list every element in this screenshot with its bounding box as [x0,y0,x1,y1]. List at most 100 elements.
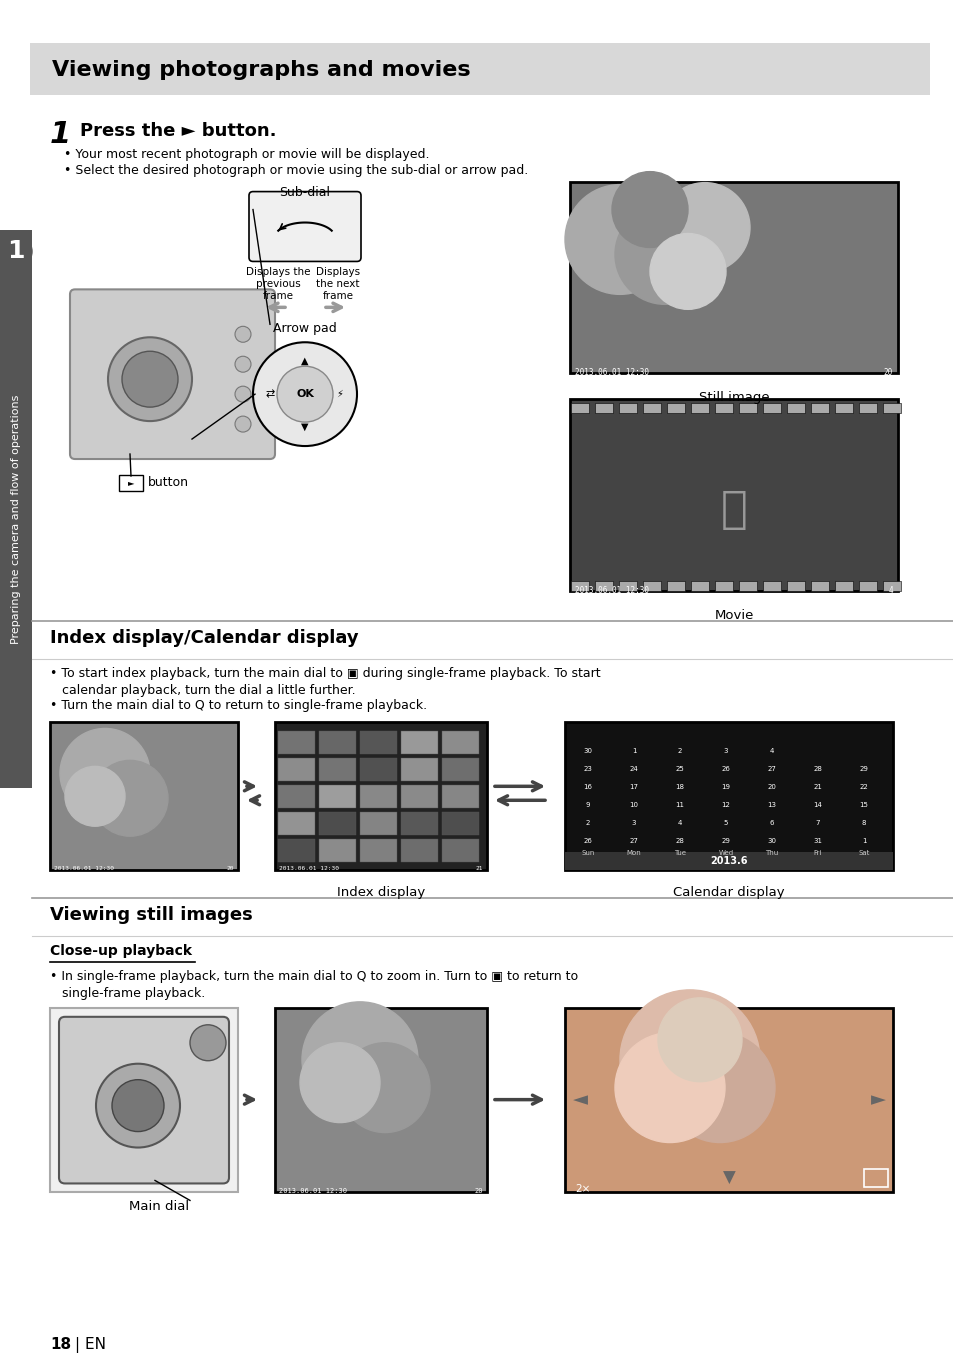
FancyBboxPatch shape [834,403,852,413]
Text: 3: 3 [723,749,727,754]
Text: 1: 1 [631,749,636,754]
Text: 18: 18 [50,1337,71,1352]
FancyBboxPatch shape [441,731,478,754]
Text: • In single-frame playback, turn the main dial to Q to zoom in. Turn to ▣ to ret: • In single-frame playback, turn the mai… [50,970,578,982]
FancyBboxPatch shape [642,581,660,590]
FancyBboxPatch shape [400,839,437,862]
FancyBboxPatch shape [277,759,314,782]
FancyBboxPatch shape [642,403,660,413]
Text: 2: 2 [585,820,590,826]
Text: 2013.06.01 12:30: 2013.06.01 12:30 [54,866,113,871]
Text: Displays the
previous
frame: Displays the previous frame [246,267,310,301]
Text: Arrow pad: Arrow pad [273,323,336,335]
Circle shape [0,236,32,267]
Text: ▲: ▲ [301,357,309,366]
Text: Close-up playback: Close-up playback [50,944,192,958]
Circle shape [112,1080,164,1132]
FancyBboxPatch shape [569,182,897,373]
Text: 20: 20 [882,368,892,377]
Text: 2×: 2× [575,1185,590,1194]
FancyBboxPatch shape [564,722,892,870]
Text: Wed: Wed [718,851,733,856]
Text: 9: 9 [585,802,590,809]
Text: 4: 4 [677,820,681,826]
Circle shape [253,342,356,446]
Text: single-frame playback.: single-frame playback. [62,987,205,1000]
Text: 1: 1 [861,839,865,844]
FancyBboxPatch shape [318,839,355,862]
Text: 30: 30 [767,839,776,844]
Text: 22: 22 [859,784,867,790]
Text: 29: 29 [720,839,730,844]
Circle shape [615,1033,724,1143]
FancyBboxPatch shape [359,839,396,862]
Circle shape [564,185,675,294]
Text: 20: 20 [226,866,233,871]
Text: 25: 25 [675,767,683,772]
FancyBboxPatch shape [277,786,314,809]
Text: 🐦: 🐦 [720,489,746,532]
Circle shape [615,205,714,304]
Text: 28: 28 [675,839,683,844]
FancyBboxPatch shape [739,403,757,413]
Text: 7: 7 [815,820,820,826]
Text: 6: 6 [769,820,774,826]
Circle shape [612,171,687,247]
FancyBboxPatch shape [858,403,876,413]
FancyBboxPatch shape [119,475,143,491]
FancyBboxPatch shape [359,731,396,754]
FancyBboxPatch shape [441,839,478,862]
Text: Movie: Movie [714,609,753,622]
Text: Fri: Fri [813,851,821,856]
Circle shape [122,351,178,407]
Text: • Your most recent photograph or movie will be displayed.: • Your most recent photograph or movie w… [64,148,429,160]
Circle shape [659,183,749,273]
Text: 2013.06.01 12:30: 2013.06.01 12:30 [278,866,338,871]
Text: 1: 1 [8,239,25,263]
Text: 2013.06.01 12:30: 2013.06.01 12:30 [575,586,648,594]
FancyBboxPatch shape [666,403,684,413]
Text: ▲: ▲ [721,1016,735,1035]
Text: ⇄: ⇄ [265,389,274,399]
FancyBboxPatch shape [359,813,396,835]
Text: ►: ► [869,1090,884,1109]
FancyBboxPatch shape [400,813,437,835]
Text: 26: 26 [583,839,592,844]
FancyBboxPatch shape [318,731,355,754]
Text: Sat: Sat [858,851,869,856]
Text: Tue: Tue [673,851,685,856]
FancyBboxPatch shape [0,229,32,788]
FancyBboxPatch shape [400,731,437,754]
FancyBboxPatch shape [882,403,900,413]
Text: Press the ► button.: Press the ► button. [80,122,276,140]
Text: ►: ► [128,479,134,487]
Text: ⚡: ⚡ [336,389,343,399]
Circle shape [96,1064,180,1148]
FancyBboxPatch shape [359,759,396,782]
Text: Main dial: Main dial [129,1201,189,1213]
Text: 8: 8 [861,820,865,826]
Text: ◄: ◄ [572,1090,587,1109]
Text: 20: 20 [474,1189,482,1194]
Text: Thu: Thu [764,851,778,856]
Text: 1: 1 [50,119,71,149]
Text: 5: 5 [723,820,727,826]
Text: 3: 3 [631,820,636,826]
FancyBboxPatch shape [690,581,708,590]
Text: 13: 13 [767,802,776,809]
FancyBboxPatch shape [564,1008,892,1193]
FancyBboxPatch shape [564,852,892,870]
FancyBboxPatch shape [50,722,237,870]
FancyBboxPatch shape [739,581,757,590]
Text: 21: 21 [475,866,482,871]
Text: • To start index playback, turn the main dial to ▣ during single-frame playback.: • To start index playback, turn the main… [50,666,600,680]
FancyBboxPatch shape [810,403,828,413]
Text: 2013.06.01 12:30: 2013.06.01 12:30 [278,1189,347,1194]
Circle shape [649,233,725,309]
FancyBboxPatch shape [277,839,314,862]
Circle shape [299,1042,379,1122]
FancyBboxPatch shape [595,403,613,413]
Circle shape [91,760,168,836]
FancyBboxPatch shape [30,43,929,95]
Text: 30: 30 [583,749,592,754]
